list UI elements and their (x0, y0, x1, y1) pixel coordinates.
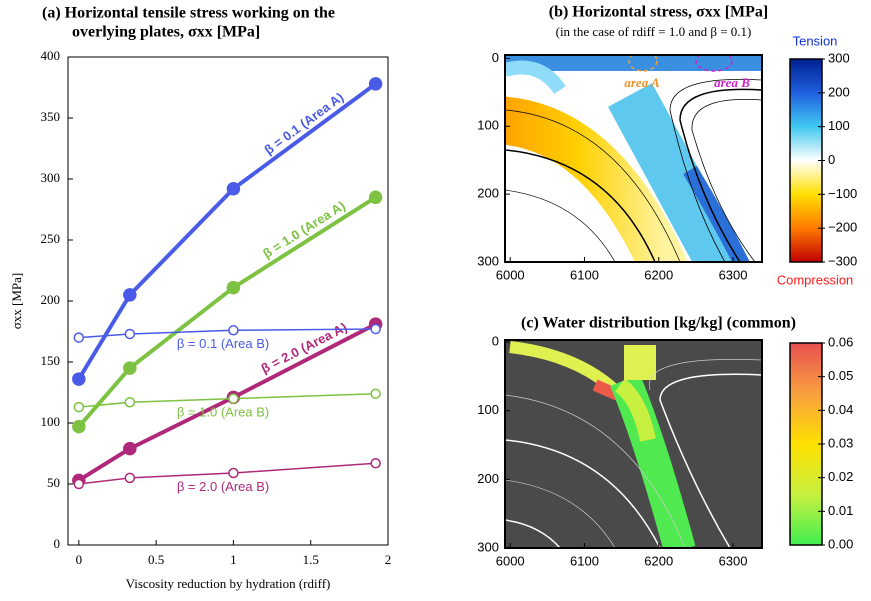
plot-frame (504, 54, 763, 263)
series-line (78, 328, 376, 339)
data-point (123, 441, 137, 456)
data-point (123, 361, 137, 375)
colorbar-tick-label: 0.02 (828, 469, 853, 484)
y-tick-label: 50 (47, 475, 60, 490)
colorbar-tick-label: −300 (828, 253, 857, 268)
y-tick-label: 0 (54, 536, 61, 551)
colorbar-tick-label: 0.05 (828, 368, 853, 383)
y-tick-label: 300 (477, 253, 499, 268)
data-point (370, 323, 381, 335)
series-label: β = 2.0 (Area A) (259, 320, 350, 377)
colorbar-tick-label: −100 (828, 186, 857, 201)
colorbar-label: Tension (793, 33, 838, 48)
annotation: area B (714, 75, 750, 90)
x-tick-label: 0.5 (148, 552, 164, 567)
x-tick-label: 6000 (496, 553, 525, 568)
water-field (505, 340, 762, 548)
data-point (124, 328, 136, 340)
series-line (77, 82, 377, 381)
colorbar-tick-label: 0 (828, 152, 835, 167)
y-tick-label: 0 (492, 333, 499, 348)
data-point (368, 77, 383, 91)
chart-title: (a) Horizontal tensile stress working on… (42, 5, 335, 22)
colorbar-tick-label: 0.01 (828, 503, 853, 518)
x-tick-label: 2 (385, 552, 392, 567)
data-point (72, 419, 86, 434)
data-point (226, 280, 241, 295)
data-point (123, 288, 137, 302)
stress-field (505, 55, 762, 262)
annotation: area A (624, 75, 660, 90)
x-tick-label: 6200 (644, 267, 673, 282)
colorbar-tick-label: −200 (828, 220, 857, 235)
series-line (77, 322, 377, 483)
y-tick-label: 100 (477, 402, 499, 417)
x-tick-label: 6300 (719, 553, 748, 568)
x-tick-label: 6100 (570, 267, 599, 282)
y-tick-label: 200 (41, 292, 61, 307)
y-tick-label: 200 (477, 186, 499, 201)
y-tick-label: 400 (41, 48, 61, 63)
x-tick-label: 1 (230, 552, 237, 567)
chart-title: overlying plates, σxx [MPa] (72, 24, 260, 41)
series-line (78, 392, 376, 408)
data-point (73, 478, 85, 490)
y-tick-label: 100 (41, 414, 61, 429)
data-point (124, 397, 136, 408)
y-tick-label: 150 (41, 353, 61, 368)
data-point (228, 325, 239, 336)
y-tick-label: 200 (477, 471, 499, 486)
series-label: β = 0.1 (Area A) (261, 89, 346, 157)
colorbar-tick-label: 0.04 (828, 402, 853, 417)
x-tick-label: 0 (76, 552, 83, 567)
chart-title: (b) Horizontal stress, σxx [MPa] (549, 4, 768, 21)
x-tick-label: 6100 (570, 553, 599, 568)
y-tick-label: 350 (41, 109, 61, 124)
chart-subtitle: (in the case of rdiff = 1.0 and β = 0.1) (556, 24, 752, 39)
colorbar-label: Compression (777, 272, 854, 287)
x-axis-label: Viscosity reduction by hydration (rdiff) (126, 576, 331, 591)
y-tick-label: 300 (41, 170, 61, 185)
x-tick-label: 6200 (644, 553, 673, 568)
series-line (78, 462, 376, 485)
plot-frame (504, 339, 763, 549)
x-tick-label: 6300 (719, 267, 748, 282)
colorbar-tick-label: 100 (828, 118, 850, 133)
plot-frame (67, 56, 389, 546)
y-tick-label: 250 (41, 231, 61, 246)
data-point (370, 458, 381, 469)
data-point (228, 393, 239, 404)
x-tick-label: 6000 (496, 267, 525, 282)
colorbar-tick-label: 0.03 (828, 435, 853, 450)
colorbar (789, 58, 823, 263)
series-label: β = 0.1 (Area B) (177, 336, 269, 351)
data-point (73, 332, 85, 343)
y-tick-label: 300 (477, 539, 499, 554)
chart-title: (c) Water distribution [kg/kg] (common) (521, 315, 796, 332)
data-point (226, 182, 241, 196)
series-label: β = 2.0 (Area B) (177, 479, 269, 494)
colorbar-tick-label: 200 (828, 84, 850, 99)
y-tick-label: 0 (492, 50, 499, 65)
data-point (228, 467, 239, 479)
data-point (370, 388, 381, 399)
colorbar-tick-label: 300 (828, 50, 850, 65)
x-tick-label: 1.5 (303, 552, 319, 567)
colorbar (789, 342, 823, 546)
series-line (77, 195, 377, 428)
series-label: β = 1.0 (Area B) (177, 404, 269, 419)
colorbar-tick-label: 0.00 (828, 536, 853, 551)
series-label: β = 1.0 (Area A) (260, 198, 348, 261)
data-point (73, 401, 85, 413)
y-tick-label: 100 (477, 118, 499, 133)
colorbar-tick-label: 0.06 (828, 334, 853, 349)
data-point (368, 190, 383, 205)
y-axis-label: σxx [MPa] (9, 273, 24, 329)
data-point (124, 472, 136, 484)
data-point (72, 372, 86, 386)
